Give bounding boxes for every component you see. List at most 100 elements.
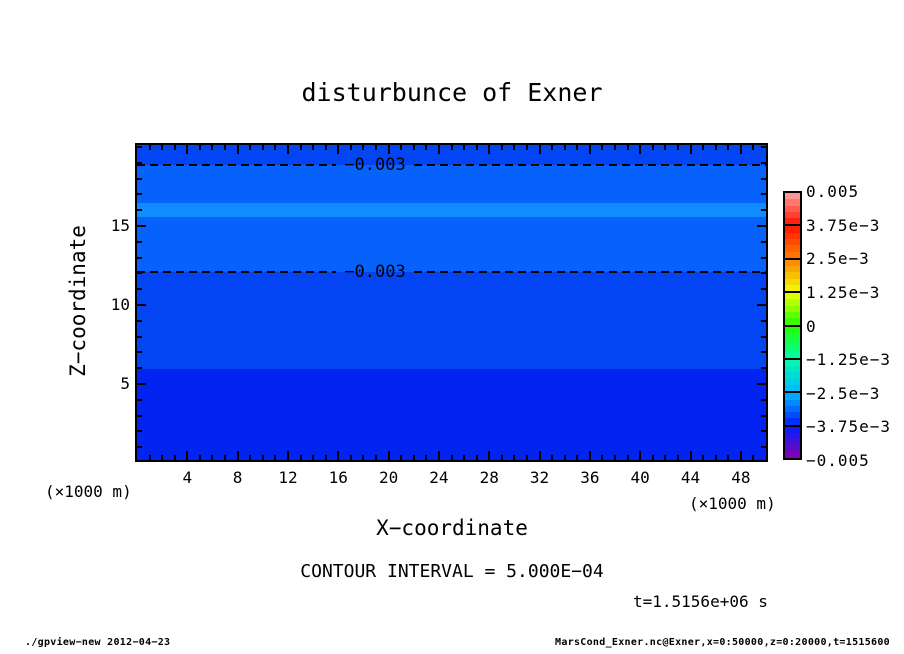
y-minor-tick (761, 272, 766, 275)
y-minor-tick (137, 319, 142, 322)
colorbar-strip (785, 226, 800, 233)
y-major-tick (137, 303, 146, 306)
x-minor-tick (211, 455, 214, 460)
time-annotation: t=1.5156e+06 s (633, 592, 768, 611)
x-major-tick (538, 145, 541, 154)
colorbar-segment (783, 257, 802, 294)
y-axis-title: Z−coordinate (66, 225, 90, 377)
x-tick-label: 40 (630, 468, 650, 487)
y-tick-label: 15 (110, 215, 130, 235)
x-minor-tick (626, 145, 629, 150)
colorbar-tick-label: 0.005 (806, 182, 860, 201)
plot-band (137, 272, 766, 370)
x-minor-tick (224, 455, 227, 460)
y-minor-tick (137, 256, 142, 259)
x-minor-tick (375, 455, 378, 460)
y-minor-tick (137, 240, 142, 243)
plot-frame: −0.003 −0.003 (135, 143, 768, 462)
y-minor-tick (761, 161, 766, 164)
x-major-tick (639, 451, 642, 460)
colorbar-tick-label: −1.25e−3 (806, 350, 892, 370)
colorbar-strip (785, 393, 800, 400)
colorbar-strip (785, 345, 800, 352)
x-minor-tick (551, 455, 554, 460)
x-minor-tick (249, 145, 252, 150)
y-minor-tick (761, 209, 766, 212)
x-major-tick (186, 145, 189, 154)
x-minor-tick (173, 455, 176, 460)
colorbar-strip (785, 372, 800, 379)
x-minor-tick (475, 455, 478, 460)
y-minor-tick (761, 446, 766, 449)
x-minor-tick (651, 455, 654, 460)
x-tick-label: 12 (278, 468, 298, 487)
colorbar-strip (785, 445, 800, 452)
y-minor-tick (761, 240, 766, 243)
colorbar-strip (785, 245, 800, 252)
x-minor-tick (752, 145, 755, 150)
x-tick-label: 32 (529, 468, 550, 487)
x-minor-tick (702, 455, 705, 460)
y-tick-label: 5 (120, 373, 130, 393)
colorbar-tick-label: −3.75e−3 (806, 417, 892, 437)
contour-line-dash (414, 163, 766, 166)
colorbar-tick-label: −2.5e−3 (806, 383, 881, 403)
x-minor-tick (425, 145, 428, 150)
colorbar-strip (785, 451, 800, 459)
x-tick-label: 48 (731, 468, 751, 487)
y-minor-tick (761, 193, 766, 196)
colorbar-strip (785, 359, 800, 367)
y-minor-tick (761, 335, 766, 338)
colorbar-strip (785, 332, 800, 340)
x-major-tick (588, 145, 591, 154)
x-tick-label: 28 (479, 468, 499, 487)
colorbar-strip (785, 351, 800, 358)
x-minor-tick (463, 145, 466, 150)
y-minor-tick (137, 367, 142, 370)
plot-band (137, 164, 766, 204)
x-minor-tick (614, 455, 617, 460)
x-minor-tick (425, 455, 428, 460)
x-major-tick (437, 145, 440, 154)
contour-interval-text: CONTOUR INTERVAL = 5.000E−04 (300, 561, 604, 582)
x-minor-tick (676, 455, 679, 460)
x-minor-tick (727, 145, 730, 150)
x-major-tick (639, 145, 642, 154)
colorbar-strip (785, 211, 800, 219)
colorbar-strip (785, 426, 800, 433)
x-minor-tick (500, 145, 503, 150)
x-minor-tick (450, 145, 453, 150)
plot-band (137, 369, 766, 460)
x-minor-tick (450, 455, 453, 460)
y-minor-tick (137, 209, 142, 212)
x-minor-tick (198, 455, 201, 460)
x-major-tick (488, 145, 491, 154)
colorbar-strip (785, 432, 800, 440)
x-major-tick (689, 145, 692, 154)
y-minor-tick (761, 319, 766, 322)
x-minor-tick (664, 455, 667, 460)
colorbar-tick-label: 2.5e−3 (806, 249, 870, 269)
x-major-tick (488, 451, 491, 460)
colorbar-strip (785, 326, 800, 333)
x-major-tick (337, 145, 340, 154)
x-major-tick (236, 145, 239, 154)
x-minor-tick (312, 145, 315, 150)
x-minor-tick (362, 455, 365, 460)
y-axis-unit-label: (×1000 m) (45, 482, 132, 501)
x-minor-tick (563, 145, 566, 150)
colorbar-strip (785, 272, 800, 279)
y-minor-tick (761, 398, 766, 401)
y-minor-tick (761, 351, 766, 354)
colorbar-segment (783, 424, 802, 460)
x-minor-tick (312, 455, 315, 460)
x-minor-tick (400, 145, 403, 150)
plot-area: −0.003 −0.003 (137, 145, 766, 460)
x-tick-label: 16 (328, 468, 348, 487)
x-minor-tick (375, 145, 378, 150)
colorbar-strip (785, 318, 800, 325)
x-minor-tick (224, 145, 227, 150)
y-minor-tick (137, 335, 142, 338)
footer-right-source: MarsCond_Exner.nc@Exner,x=0:50000,z=0:20… (555, 637, 890, 648)
x-minor-tick (299, 455, 302, 460)
